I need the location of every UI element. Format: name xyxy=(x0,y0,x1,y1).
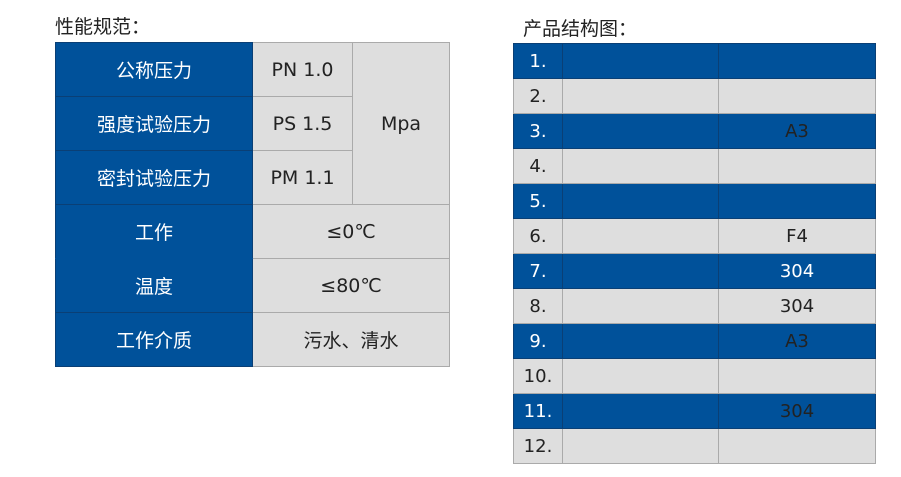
unit-cell: Mpa xyxy=(352,42,450,205)
part-number: 7. xyxy=(513,253,563,289)
temp-label-2: 温度 xyxy=(55,258,253,313)
table-row: 6. F4 xyxy=(513,218,876,254)
table-row: 工作介质 污水、清水 xyxy=(55,312,450,367)
table-row: 3. A3 xyxy=(513,113,876,149)
spec-label: 公称压力 xyxy=(55,42,253,97)
part-name xyxy=(562,113,719,149)
table-row: 7. 304 xyxy=(513,253,876,289)
spec-value: PM 1.1 xyxy=(252,150,353,205)
part-number: 6. xyxy=(513,218,563,254)
part-material xyxy=(718,183,876,219)
part-material: F4 xyxy=(718,218,876,254)
part-name xyxy=(562,183,719,219)
spec-title: 性能规范： xyxy=(55,16,151,38)
medium-value: 污水、清水 xyxy=(252,312,450,367)
part-number: 3. xyxy=(513,113,563,149)
temp-label-1: 工作 xyxy=(55,204,253,259)
part-number: 8. xyxy=(513,288,563,324)
table-row: 强度试验压力 PS 1.5 xyxy=(55,96,450,151)
part-material: 304 xyxy=(718,288,876,324)
table-row: 2. xyxy=(513,78,876,114)
medium-label: 工作介质 xyxy=(55,312,253,367)
spec-label: 密封试验压力 xyxy=(55,150,253,205)
part-number: 12. xyxy=(513,428,563,464)
part-name xyxy=(562,323,719,359)
spec-value: PS 1.5 xyxy=(252,96,353,151)
part-material xyxy=(718,148,876,184)
table-row: 5. xyxy=(513,183,876,219)
structure-table: 1. 2. 3. A3 4. 5. 6. F4 7. 304 8. 304 9. A3 10. 11. 304 1… xyxy=(513,43,876,464)
part-number: 5. xyxy=(513,183,563,219)
table-row: 9. A3 xyxy=(513,323,876,359)
part-name xyxy=(562,43,719,79)
temp-value-1: ≤0℃ xyxy=(252,204,450,259)
table-row: 密封试验压力 PM 1.1 xyxy=(55,150,450,205)
spec-label: 强度试验压力 xyxy=(55,96,253,151)
structure-title: 产品结构图： xyxy=(523,18,638,40)
part-number: 10. xyxy=(513,358,563,394)
part-name xyxy=(562,428,719,464)
part-name xyxy=(562,253,719,289)
table-row: 11. 304 xyxy=(513,393,876,429)
table-row: 公称压力 PN 1.0 Mpa xyxy=(55,42,450,205)
table-row: 8. 304 xyxy=(513,288,876,324)
table-row: 1. xyxy=(513,43,876,79)
part-number: 2. xyxy=(513,78,563,114)
part-material xyxy=(718,43,876,79)
part-number: 1. xyxy=(513,43,563,79)
table-row: 工作 ≤0℃ xyxy=(55,204,450,259)
table-row: 10. xyxy=(513,358,876,394)
performance-spec-table: 公称压力 PN 1.0 Mpa 强度试验压力 PS 1.5 密封试验压力 PM … xyxy=(55,42,450,367)
part-material xyxy=(718,78,876,114)
part-material: 304 xyxy=(718,253,876,289)
part-number: 9. xyxy=(513,323,563,359)
table-row: 温度 ≤80℃ xyxy=(55,258,450,313)
part-material xyxy=(718,358,876,394)
part-name xyxy=(562,393,719,429)
part-number: 4. xyxy=(513,148,563,184)
part-number: 11. xyxy=(513,393,563,429)
part-name xyxy=(562,78,719,114)
spec-value: PN 1.0 xyxy=(252,42,353,97)
temp-value-2: ≤80℃ xyxy=(252,258,450,313)
part-name xyxy=(562,288,719,324)
table-row: 12. xyxy=(513,428,876,464)
part-name xyxy=(562,218,719,254)
part-material: A3 xyxy=(718,113,876,149)
part-material xyxy=(718,428,876,464)
table-row: 4. xyxy=(513,148,876,184)
part-name xyxy=(562,358,719,394)
part-name xyxy=(562,148,719,184)
part-material: 304 xyxy=(718,393,876,429)
part-material: A3 xyxy=(718,323,876,359)
